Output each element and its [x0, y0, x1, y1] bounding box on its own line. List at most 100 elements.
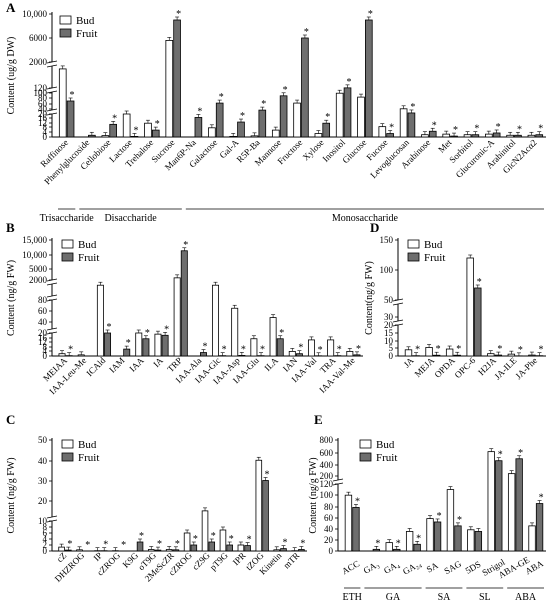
bar-B-fruit-12: [295, 353, 303, 357]
significance-star-C-9: *: [229, 534, 234, 545]
category-label-D-5: JA-ILE: [492, 355, 519, 382]
bar-A-fruit-8: [237, 121, 245, 138]
significance-star-B-6: *: [183, 240, 188, 251]
legend-swatch-A-0: [59, 15, 72, 25]
bar-E-fruit-5: [454, 525, 462, 552]
bar-D-fruit-4: [494, 354, 503, 357]
significance-star-A-20: *: [496, 122, 501, 133]
bar-A-fruit-13: [343, 87, 352, 138]
bar-A-fruit-20: [492, 132, 501, 138]
y-tick-label-E: 800: [320, 435, 334, 445]
significance-star-A-21: *: [517, 124, 522, 135]
bar-A-bud-22: [527, 134, 536, 138]
y-tick-label-E: 20: [324, 535, 334, 545]
legend-label-C-1: Fruit: [78, 452, 99, 464]
y-tick-label-B: 8: [43, 342, 48, 352]
axis-break-gap-A-2: [47, 62, 57, 66]
significance-star-A-10: *: [283, 85, 288, 96]
y-tick-label-A: 6000: [29, 33, 48, 43]
significance-star-C-3: *: [121, 540, 126, 551]
y-tick-label-D: 150: [380, 235, 394, 245]
significance-star-A-0: *: [70, 90, 75, 101]
bar-A-bud-13: [335, 92, 344, 138]
significance-star-E-0: *: [355, 496, 360, 507]
y-tick-label-B: 10,000: [22, 250, 47, 260]
axis-break-mark-A-2b: [46, 64, 58, 68]
bar-D-fruit-2: [453, 354, 461, 357]
y-axis-title-E: Content (ng/g FW): [308, 457, 319, 533]
bar-C-fruit-5: [154, 549, 162, 552]
y-tick-label-A: 2000: [29, 57, 48, 67]
y-tick-label-B: 0: [43, 351, 48, 361]
bar-E-fruit-8: [515, 458, 523, 552]
category-label-C-8: cZ9G: [190, 550, 212, 572]
significance-star-B-7: *: [202, 342, 207, 353]
bar-A-fruit-11: [301, 37, 309, 138]
significance-star-D-1: *: [436, 344, 441, 355]
y-tick-label-D: 100: [380, 265, 394, 275]
y-tick-label-A: 20: [38, 109, 48, 119]
legend-label-B-0: Bud: [78, 239, 97, 251]
significance-star-A-17: *: [432, 120, 437, 131]
significance-star-C-4: *: [139, 531, 144, 542]
category-label-B-4: IAA: [127, 355, 146, 374]
y-tick-label-A: 4: [43, 127, 48, 137]
bar-B-bud-4: [135, 332, 143, 357]
bar-A-fruit-15: [386, 133, 394, 138]
bar-A-fruit-21: [514, 134, 522, 138]
bar-B-bud-14: [327, 339, 335, 357]
axis-break-mark-B-1: [46, 294, 58, 298]
bar-E-bud-5: [446, 489, 455, 552]
bar-B-bud-2: [96, 284, 104, 357]
axis-break-mark-A-1b: [46, 90, 58, 94]
bar-C-fruit-12: [280, 548, 287, 552]
bar-A-fruit-9: [258, 109, 267, 138]
bar-A-bud-14: [357, 96, 365, 138]
significance-star-B-3: *: [126, 338, 131, 349]
category-label-E-6: 5DS: [464, 559, 483, 576]
bar-A-fruit-16: [407, 112, 416, 138]
bar-A-bud-19: [463, 134, 472, 138]
bar-E-fruit-3: [413, 543, 421, 552]
bar-A-bud-11: [293, 102, 301, 138]
bar-C-bud-10: [237, 544, 245, 552]
significance-star-E-4: *: [437, 511, 442, 522]
axis-break-gap-E-0: [333, 480, 343, 484]
bar-E-bud-6: [467, 529, 475, 552]
significance-star-A-18: *: [453, 125, 458, 136]
legend-label-E-0: Bud: [376, 439, 395, 451]
bar-C-bud-0: [58, 546, 65, 552]
bar-A-fruit-1: [88, 134, 96, 138]
y-tick-label-A: 8: [43, 122, 48, 132]
bar-E-bud-4: [426, 518, 434, 552]
bar-A-bud-15: [378, 126, 387, 138]
bar-A-bud-17: [421, 134, 429, 138]
bar-C-bud-9: [219, 529, 227, 552]
bar-C-bud-11: [255, 459, 263, 552]
category-label-C-9: pT9G: [208, 550, 230, 572]
y-tick-label-A: 60: [38, 99, 48, 109]
y-tick-label-B: 60: [38, 306, 48, 316]
y-tick-label-C: 6: [43, 528, 48, 538]
bar-C-fruit-0: [65, 549, 72, 552]
significance-star-E-9: *: [539, 493, 544, 504]
significance-star-B-8: *: [222, 345, 227, 356]
significance-star-A-22: *: [538, 124, 543, 135]
significance-star-A-4: *: [155, 119, 160, 130]
bar-C-fruit-10: [244, 545, 251, 552]
significance-star-A-8: *: [240, 111, 245, 122]
bar-A-bud-9: [250, 135, 259, 138]
bar-A-bud-7: [208, 127, 216, 138]
axis-break-mark-D-0: [392, 319, 404, 323]
significance-star-E-3: *: [416, 533, 421, 544]
significance-star-C-7: *: [193, 534, 198, 545]
category-label-B-15: IAA-Val-Me: [317, 355, 357, 395]
significance-star-A-12: *: [325, 112, 330, 123]
bar-E-bud-2: [385, 542, 393, 552]
significance-star-C-6: *: [175, 539, 180, 550]
y-tick-label-E: 60: [324, 513, 334, 523]
category-label-B-2: ICAld: [84, 355, 107, 378]
bar-A-fruit-6: [194, 117, 203, 138]
legend-swatch-A-1: [59, 28, 72, 38]
significance-star-A-2: *: [112, 113, 117, 124]
